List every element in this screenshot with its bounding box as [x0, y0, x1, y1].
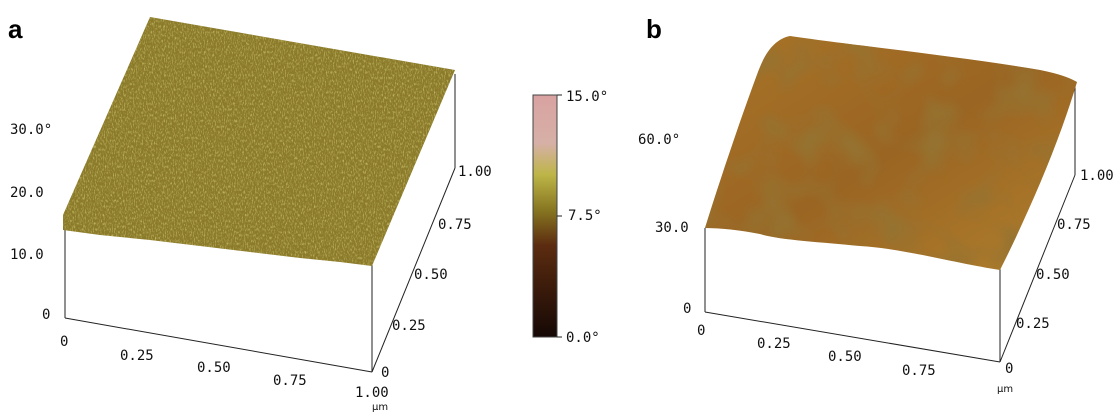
x-tick-label: 0.25	[757, 336, 791, 352]
y-tick-label: 0.25	[392, 318, 426, 334]
z-tick-label: 20.0	[10, 185, 44, 201]
unit-label: μm	[372, 402, 388, 413]
x-tick-label: 0.75	[902, 363, 936, 379]
colorbar-label: 15.0°	[566, 89, 608, 105]
z-tick-label: 60.0°	[638, 132, 680, 148]
colorbar: 15.0° 7.5° 0.0°	[533, 89, 608, 346]
figure: a 30.0° 20.0 10.0 0 0 0.25 0.50 0.75 1.0…	[0, 0, 1116, 414]
y-tick-label: 0.25	[1016, 316, 1050, 332]
surface-texture	[63, 17, 455, 266]
panel-b: b 60.0° 30.0 0 0 0.25 0.50 0.75 μm 0 0.2…	[638, 14, 1114, 395]
colorbar-scale	[533, 95, 557, 337]
z-tick-label: 0	[683, 301, 691, 317]
y-tick-label: 1.00	[458, 164, 492, 180]
y-tick-label: 0.50	[414, 267, 448, 283]
z-tick-label: 0	[42, 307, 50, 323]
panel-label: a	[8, 14, 23, 44]
surface-texture	[705, 36, 1077, 270]
y-tick-label: 0.50	[1036, 267, 1070, 283]
x-tick-label: 0	[60, 334, 68, 350]
y-tick-label: 0	[381, 365, 389, 381]
colorbar-label: 0.0°	[566, 330, 600, 346]
x-tick-label: 0.25	[120, 348, 154, 364]
unit-label: μm	[997, 384, 1013, 395]
z-tick-label: 10.0	[10, 247, 44, 263]
panel-a: a 30.0° 20.0 10.0 0 0 0.25 0.50 0.75 1.0…	[8, 14, 492, 413]
x-tick-label: 0.50	[197, 360, 231, 376]
x-tick-label: 0.50	[828, 349, 862, 365]
y-tick-label: 0.75	[1057, 217, 1091, 233]
panel-label: b	[646, 14, 662, 44]
x-tick-label: 0.75	[273, 373, 307, 389]
x-tick-label: 1.00	[355, 385, 389, 401]
y-tick-label: 0.75	[438, 217, 472, 233]
y-tick-label: 0	[1005, 361, 1013, 377]
z-tick-label: 30.0	[655, 220, 689, 236]
colorbar-label: 7.5°	[568, 208, 602, 224]
x-tick-label: 0	[697, 323, 705, 339]
y-tick-label: 1.00	[1080, 168, 1114, 184]
z-tick-label: 30.0°	[10, 122, 52, 138]
